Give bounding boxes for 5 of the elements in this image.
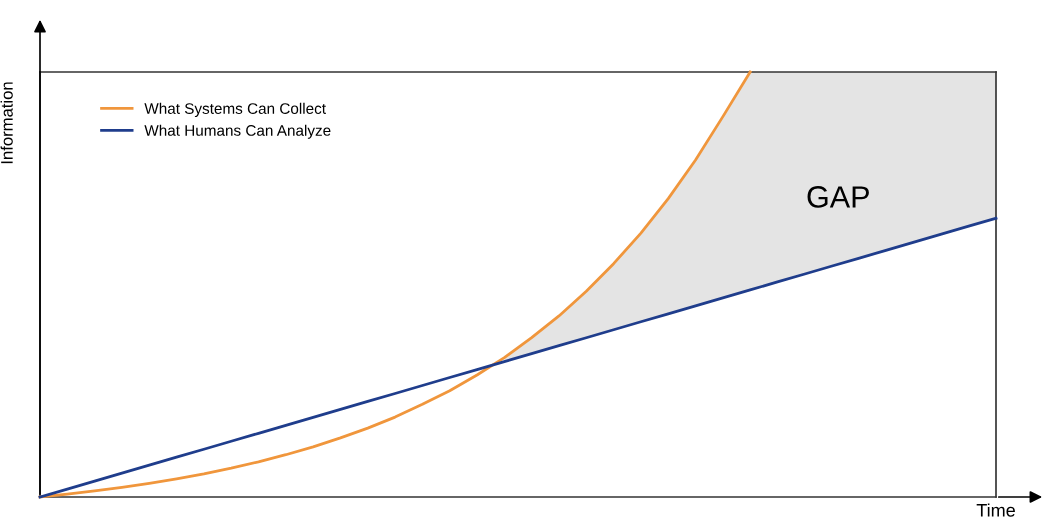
legend-label: What Systems Can Collect (144, 102, 326, 117)
annotation: GAP (807, 186, 869, 208)
legend-label: What Humans Can Analyze (144, 124, 331, 139)
y-axis-title: Information (0, 82, 13, 164)
x-axis-title: Time (976, 503, 1015, 517)
